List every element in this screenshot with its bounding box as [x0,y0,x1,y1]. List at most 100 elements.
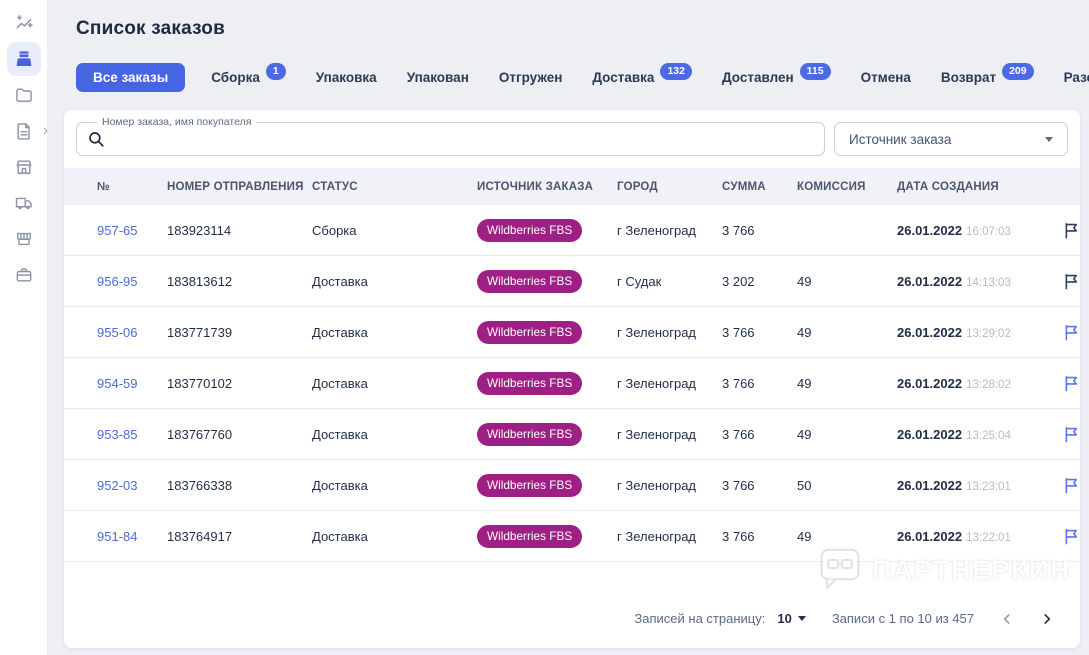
column-header: ДАТА СОЗДАНИЯ [897,180,999,193]
sum: 3 766 [722,528,755,544]
tab-label: Разобран [1063,69,1089,85]
orders-card: Номер заказа, имя покупателя Источник за… [64,110,1080,648]
shipment-number: 183771739 [167,324,233,340]
status-text: Доставка [312,273,368,289]
pagination: Записей на страницу: 10 Записи с 1 по 10… [634,611,1054,626]
next-page-button[interactable] [1040,612,1054,626]
sidebar-item-marketplace[interactable] [7,222,41,256]
sidebar-item-briefcase[interactable] [7,258,41,292]
tab-label: Отмена [860,69,911,85]
truck-icon [14,193,34,213]
sidebar-item-folder[interactable] [7,78,41,112]
flag-icon[interactable] [1062,221,1081,240]
status-text: Доставка [312,375,368,391]
main-content: Список заказов Все заказы Сборка 1 Упако… [48,0,1089,655]
creation-date: 26.01.2022 13:23:01 [897,478,1062,493]
cash-register-icon [14,49,34,69]
sidebar-item-documents[interactable] [7,114,48,148]
status-text: Сборка [312,222,357,238]
order-source-badge: Wildberries FBS [477,269,583,293]
order-number-link[interactable]: 957-65 [97,222,138,238]
flag-icon[interactable] [1062,527,1081,546]
status-tab[interactable]: Сборка 1 [207,62,290,91]
tab-label: Возврат [940,69,997,85]
shipment-number: 183813612 [167,273,233,289]
order-number-link[interactable]: 953-85 [97,426,138,442]
tab-label: Доставлен [721,69,794,85]
sum: 3 766 [722,375,755,391]
tab-count-badge: 209 [1002,62,1034,80]
date-value: 26.01.2022 [897,273,963,289]
flag-icon[interactable] [1062,374,1081,393]
order-number-link[interactable]: 956-95 [97,273,138,289]
briefcase-icon [14,265,34,285]
date-value: 26.01.2022 [897,426,963,442]
creation-date: 26.01.2022 16:07:03 [897,223,1062,238]
order-source-select[interactable]: Источник заказа [834,122,1068,156]
shipment-number: 183923114 [167,222,232,238]
status-tab[interactable]: Отмена [857,64,915,91]
submenu-chevron-right-icon[interactable] [41,127,50,136]
status-tab[interactable]: Доставлен 115 [718,62,835,91]
shipment-number: 183767760 [167,426,233,442]
prev-page-button[interactable] [1000,612,1014,626]
status-text: Доставка [312,477,368,493]
page-title: Список заказов [76,18,225,39]
sidebar-item-storefront[interactable] [7,150,41,184]
commission: 49 [797,273,812,289]
flag-icon[interactable] [1062,476,1081,495]
status-text: Доставка [312,528,368,544]
status-tab[interactable]: Возврат 209 [937,62,1038,91]
commission: 49 [797,528,812,544]
column-header: № [97,180,111,193]
per-page-value: 10 [777,611,792,626]
search-field[interactable]: Номер заказа, имя покупателя [76,116,825,156]
per-page-label: Записей на страницу: [634,611,766,626]
date-value: 26.01.2022 [897,375,963,391]
table-row: 955-06 183771739 Доставка Wildberries FB… [64,307,1080,358]
time-value: 14:13:03 [966,276,1011,289]
order-number-link[interactable]: 954-59 [97,375,138,391]
per-page-select[interactable]: 10 [777,611,806,626]
status-tab[interactable]: Все заказы [76,62,186,92]
status-tab[interactable]: Доставка 132 [588,62,696,91]
time-value: 13:23:01 [966,480,1011,493]
time-value: 16:07:03 [966,225,1011,238]
chevron-down-icon [797,616,806,621]
sidebar-item-orders[interactable] [6,42,41,76]
flag-icon[interactable] [1062,425,1081,444]
flag-icon[interactable] [1062,323,1081,342]
column-header: ГОРОД [617,180,658,193]
search-input[interactable] [113,131,814,147]
status-tab[interactable]: Отгружен [495,64,567,91]
order-number-link[interactable]: 952-03 [97,477,138,493]
creation-date: 26.01.2022 13:29:02 [897,325,1062,340]
status-tab[interactable]: Упаковка [312,64,381,91]
creation-date: 26.01.2022 13:25:04 [897,427,1062,442]
date-value: 26.01.2022 [897,222,963,238]
commission: 49 [797,324,812,340]
order-number-link[interactable]: 951-84 [97,528,138,544]
status-tab[interactable]: Упакован [403,64,473,91]
sum: 3 766 [722,426,755,442]
tab-label: Доставка [592,69,655,85]
table-row: 957-65 183923114 Сборка Wildberries FBS … [64,205,1080,256]
column-header: КОМИССИЯ [797,180,866,193]
sidebar-item-analytics[interactable] [7,6,41,40]
shipment-number: 183766338 [167,477,233,493]
flag-icon[interactable] [1062,272,1081,291]
search-field-label: Номер заказа, имя покупателя [97,116,257,128]
sidebar-item-delivery[interactable] [7,186,41,220]
tab-label: Отгружен [498,69,563,85]
sum: 3 766 [722,222,755,238]
status-tab[interactable]: Разобран [1060,64,1089,91]
status-text: Доставка [312,426,368,442]
city: г Зеленоград [617,324,697,340]
order-source-select-label: Источник заказа [849,131,952,147]
tab-label: Сборка [211,69,260,85]
order-number-link[interactable]: 955-06 [97,324,138,340]
commission: 50 [797,477,812,493]
city: г Зеленоград [617,426,697,442]
tab-label: Все заказы [93,69,169,85]
city: г Зеленоград [617,222,697,238]
